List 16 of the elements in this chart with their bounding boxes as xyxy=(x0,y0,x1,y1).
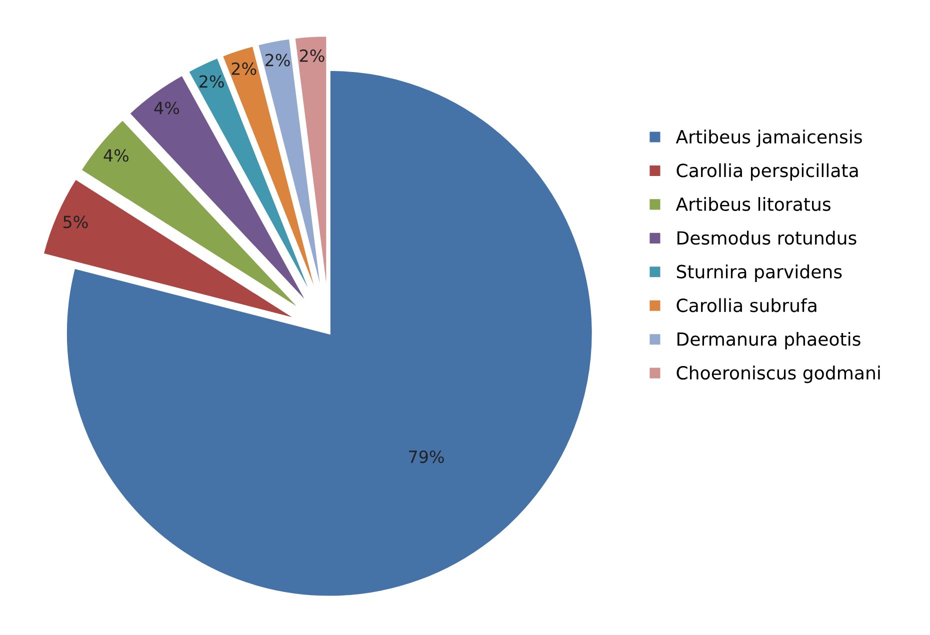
data-label: 2% xyxy=(232,62,256,76)
legend-label: Artibeus jamaicensis xyxy=(676,130,862,148)
data-label: 79% xyxy=(409,450,444,464)
legend-label: Dermanura phaeotis xyxy=(678,332,860,350)
data-label: 2% xyxy=(300,49,324,62)
data-label: 5% xyxy=(64,216,88,228)
legend-label: Desmodus rotundus xyxy=(678,230,856,245)
data-label: 4% xyxy=(104,149,128,162)
legend-label: Choeroniscus godmani xyxy=(676,366,880,384)
legend-label: Artibeus litoratus xyxy=(676,197,830,212)
legend-label: Sturnira parvidens xyxy=(676,264,842,282)
legend-label: Carollia subrufa xyxy=(676,298,816,312)
data-label: 4% xyxy=(154,102,180,114)
data-label: 2% xyxy=(266,54,290,66)
legend-label: Carollia perspicillata xyxy=(676,163,858,181)
data-label: 2% xyxy=(200,75,224,88)
